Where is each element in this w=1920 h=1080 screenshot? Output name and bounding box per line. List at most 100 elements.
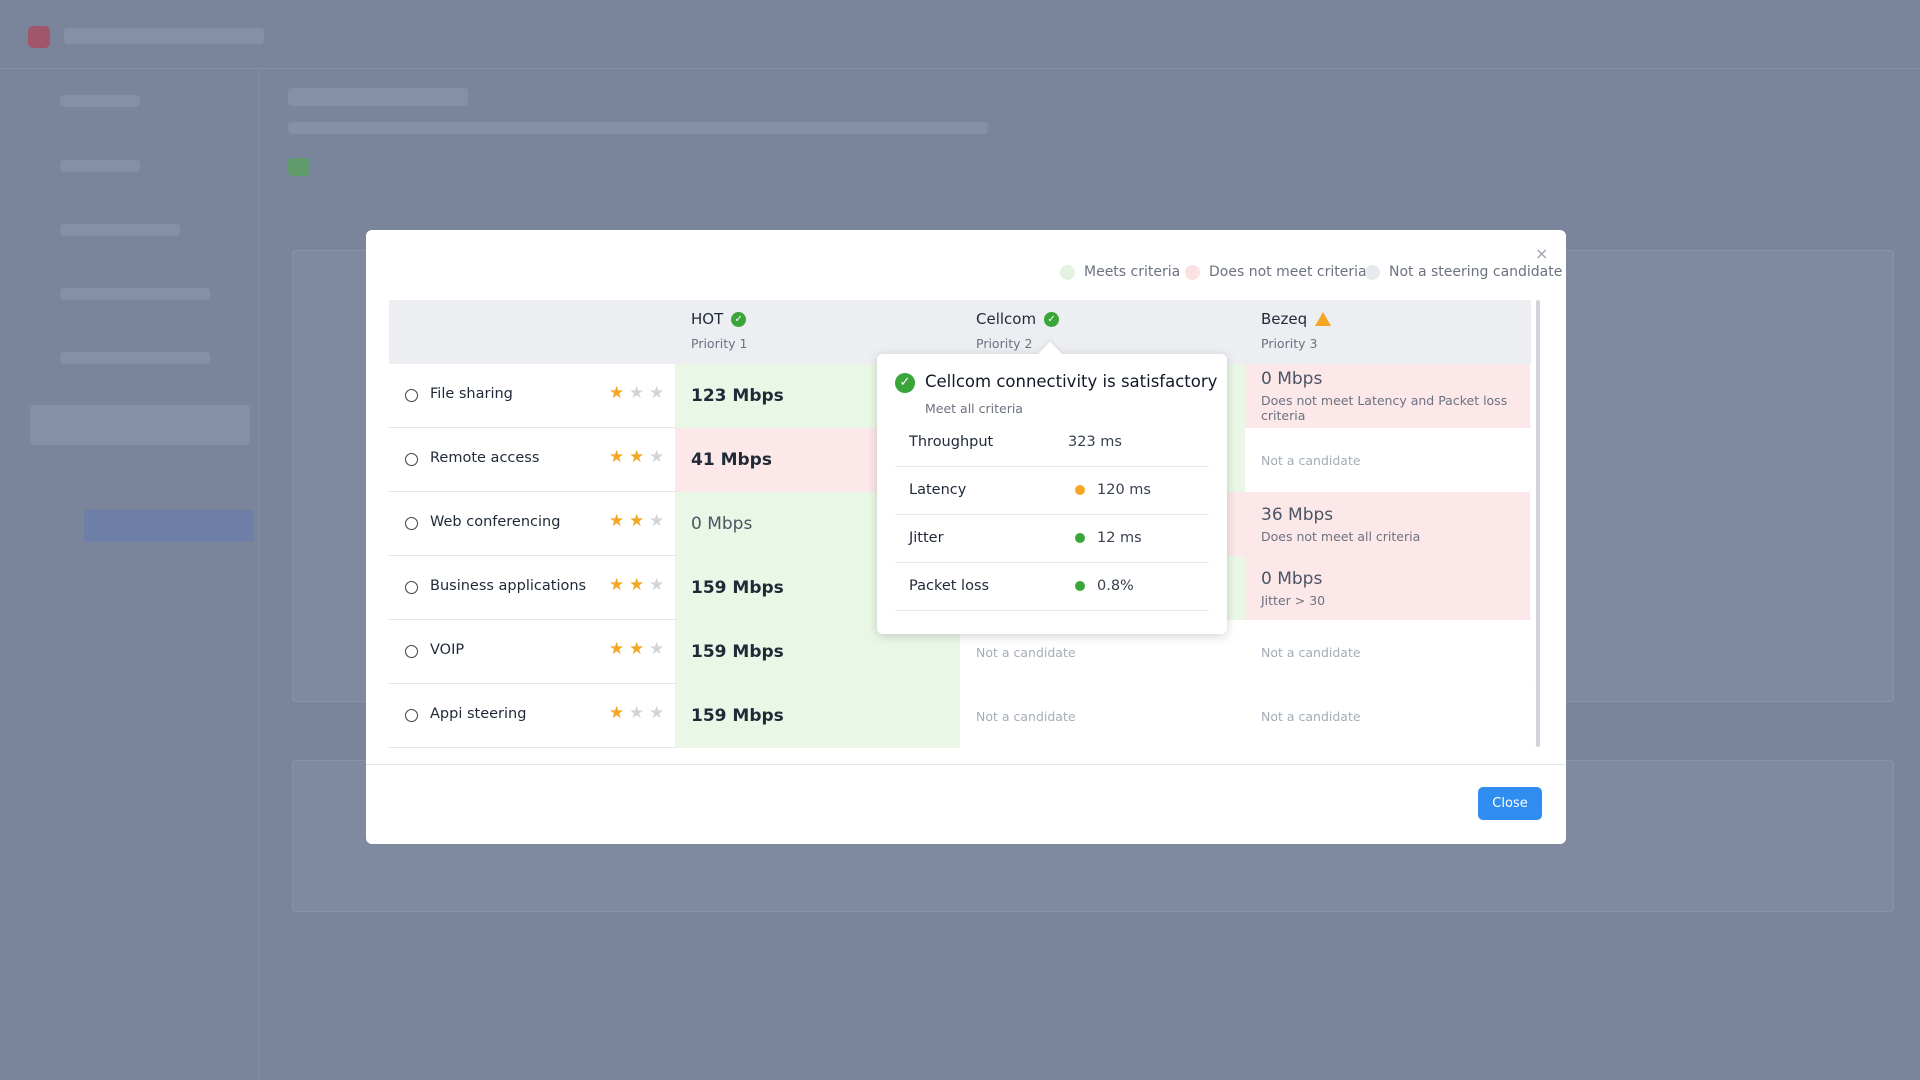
metric-divider bbox=[895, 466, 1209, 467]
column-name-text: Bezeq bbox=[1261, 310, 1308, 328]
star: ★ bbox=[649, 447, 665, 467]
logo bbox=[28, 26, 50, 48]
status-dot bbox=[1075, 485, 1085, 495]
scrollbar bbox=[1536, 300, 1540, 747]
star: ★ bbox=[649, 511, 665, 531]
legend-item: Does not meet criteria bbox=[1185, 264, 1367, 280]
cell-note: Jitter > 30 bbox=[1261, 592, 1326, 608]
star: ★ bbox=[629, 383, 645, 403]
description-blur bbox=[288, 122, 988, 134]
table-cell: Not a candidate bbox=[1245, 684, 1530, 748]
metric-label: Jitter bbox=[909, 530, 944, 546]
ok-icon: ✓ bbox=[1044, 311, 1060, 327]
tooltip-body bbox=[877, 354, 1227, 634]
column-name: Bezeq bbox=[1261, 310, 1332, 328]
legend-dot bbox=[1365, 264, 1380, 280]
cell-value: 159 Mbps bbox=[691, 578, 784, 598]
star: ★ bbox=[629, 511, 645, 531]
cell-value: 36 Mbps bbox=[1261, 504, 1334, 525]
metric-value: 12 ms bbox=[1068, 530, 1142, 546]
cell-value: 159 Mbps bbox=[691, 642, 784, 662]
legend-dot bbox=[1185, 264, 1200, 280]
nav-active-blur bbox=[30, 405, 250, 445]
star: ★ bbox=[649, 703, 665, 723]
column-priority: Priority 1 bbox=[691, 336, 748, 351]
cell-value: Not a candidate bbox=[1261, 644, 1361, 660]
column-name: HOT ✓ bbox=[691, 310, 747, 328]
app-icon bbox=[405, 645, 418, 658]
cell-value: Not a candidate bbox=[976, 644, 1076, 660]
column-name: Cellcom ✓ bbox=[976, 310, 1060, 328]
cell-value: 0 Mbps bbox=[1261, 568, 1323, 589]
app-icon bbox=[405, 709, 418, 722]
column-priority: Priority 3 bbox=[1261, 336, 1318, 351]
legend-item: Not a steering candidate bbox=[1365, 264, 1562, 280]
legend-label: Does not meet criteria bbox=[1209, 264, 1367, 280]
cell-note: Does not meet Latency and Packet loss cr… bbox=[1261, 393, 1508, 423]
metric-value: 0.8% bbox=[1068, 578, 1134, 594]
table-cell: Not a candidate bbox=[1245, 428, 1530, 492]
nav-blur bbox=[60, 288, 210, 300]
legend-dot bbox=[1060, 264, 1075, 280]
column-priority: Priority 2 bbox=[976, 336, 1033, 351]
app-icon bbox=[405, 517, 418, 530]
cell-value: Not a candidate bbox=[976, 708, 1076, 724]
metric-label: Throughput bbox=[909, 434, 994, 450]
app-name: Remote access bbox=[430, 450, 540, 466]
star: ★ bbox=[649, 383, 665, 403]
nav-blur bbox=[60, 352, 210, 364]
cell-value: Not a candidate bbox=[1261, 708, 1361, 724]
metric-value-text: 323 ms bbox=[1068, 434, 1122, 450]
top-bar bbox=[0, 0, 1920, 69]
star: ★ bbox=[609, 447, 625, 467]
table-cell: 159 Mbps bbox=[675, 684, 960, 748]
toggle-blur bbox=[288, 158, 310, 176]
cell-value: Not a candidate bbox=[1261, 452, 1361, 468]
table-header bbox=[389, 300, 1531, 364]
cell-value: 0 Mbps bbox=[691, 514, 753, 534]
app-title-blur bbox=[64, 28, 264, 44]
table-cell: 0 Mbps Does not meet Latency and Packet l… bbox=[1245, 364, 1530, 428]
warning-icon bbox=[1315, 312, 1332, 326]
ok-icon: ✓ bbox=[731, 311, 747, 327]
cell-value: 41 Mbps bbox=[691, 450, 772, 470]
metric-value-text: 0.8% bbox=[1097, 578, 1134, 594]
footer-divider bbox=[366, 764, 1566, 765]
star: ★ bbox=[629, 703, 645, 723]
star: ★ bbox=[609, 511, 625, 531]
app-icon bbox=[405, 581, 418, 594]
legend-label: Not a steering candidate bbox=[1389, 264, 1563, 280]
app-name: Appi steering bbox=[430, 706, 527, 722]
column-name-text: HOT bbox=[691, 310, 724, 328]
nav-blur bbox=[60, 160, 140, 172]
star: ★ bbox=[629, 639, 645, 659]
star: ★ bbox=[609, 639, 625, 659]
table-cell: 0 Mbps Jitter > 30 bbox=[1245, 556, 1530, 620]
metric-label: Packet loss bbox=[909, 578, 990, 594]
legend-item: Meets criteria bbox=[1060, 264, 1180, 280]
status-dot bbox=[1075, 581, 1085, 591]
app-icon bbox=[405, 389, 418, 402]
nav-selected-blur bbox=[84, 510, 254, 542]
close-icon[interactable]: × bbox=[1535, 244, 1549, 263]
cell-value: 159 Mbps bbox=[691, 706, 784, 726]
table-cell: 36 Mbps Does not meet all criteria bbox=[1245, 492, 1530, 556]
legend-label: Meets criteria bbox=[1084, 264, 1181, 280]
metric-value-text: 120 ms bbox=[1097, 482, 1151, 498]
ok-icon: ✓ bbox=[895, 373, 915, 393]
column-name-text: Cellcom bbox=[976, 310, 1037, 328]
star: ★ bbox=[609, 383, 625, 403]
nav-blur bbox=[60, 224, 180, 236]
star: ★ bbox=[609, 703, 625, 723]
sidebar-edge bbox=[258, 68, 259, 1080]
cell-value: 123 Mbps bbox=[691, 386, 784, 406]
app-name: Web conferencing bbox=[430, 514, 561, 530]
metric-value: 120 ms bbox=[1068, 482, 1151, 498]
app-name: File sharing bbox=[430, 386, 513, 402]
close-button[interactable]: Close bbox=[1478, 787, 1542, 820]
metric-divider bbox=[895, 562, 1209, 563]
star: ★ bbox=[629, 575, 645, 595]
nav-blur bbox=[60, 95, 140, 107]
app-name: Business applications bbox=[430, 578, 587, 594]
